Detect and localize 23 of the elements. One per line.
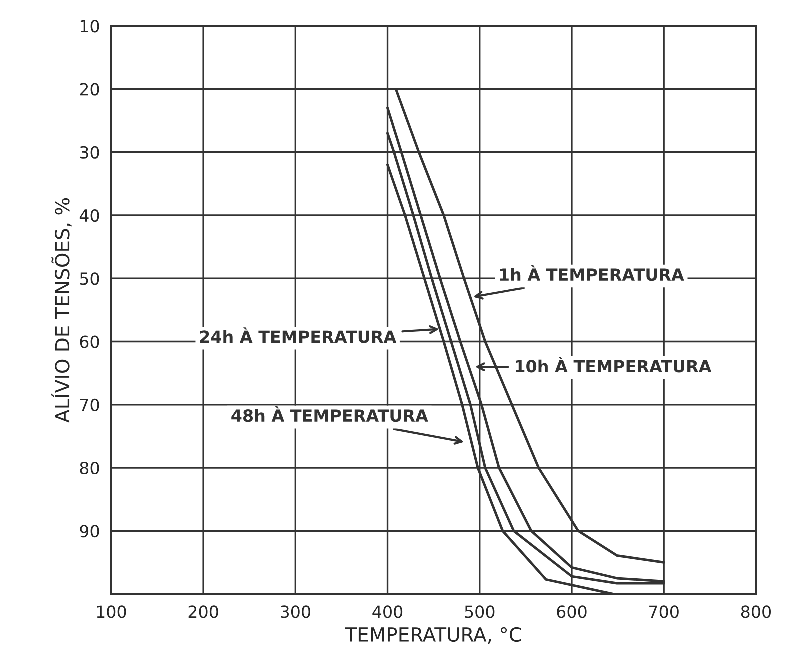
y-tick-label: 60	[80, 336, 100, 348]
y-axis-title: ALÍVIO DE TENSÕES, %	[52, 198, 72, 423]
annotation: 24h À TEMPERATURA	[200, 328, 397, 344]
x-tick-label: 600	[557, 606, 587, 618]
y-tick-label: 20	[80, 83, 100, 96]
y-tick-label: 50	[80, 272, 100, 286]
annotation: 10h À TEMPERATURA	[516, 357, 712, 373]
x-tick-label: 500	[465, 606, 495, 618]
y-tick-label: 10	[80, 20, 100, 33]
x-tick-label: 700	[650, 606, 679, 618]
y-tick-label: 80	[80, 462, 100, 475]
x-tick-label: 400	[372, 606, 403, 618]
x-axis-title: TEMPERATURA, °C	[345, 627, 522, 644]
y-tick-label: 30	[80, 146, 100, 159]
x-tick-label: 200	[188, 606, 218, 618]
annotation: 1h À TEMPERATURA	[500, 265, 684, 282]
y-tick-label: 40	[80, 209, 100, 222]
annotation: 48h À TEMPERATURA	[232, 406, 428, 422]
y-tick-label: 70	[80, 398, 100, 412]
x-tick-label: 300	[281, 606, 310, 618]
x-tick-label: 800	[741, 606, 771, 618]
y-tick-label: 90	[80, 525, 100, 538]
x-tick-label: 100	[97, 606, 126, 618]
